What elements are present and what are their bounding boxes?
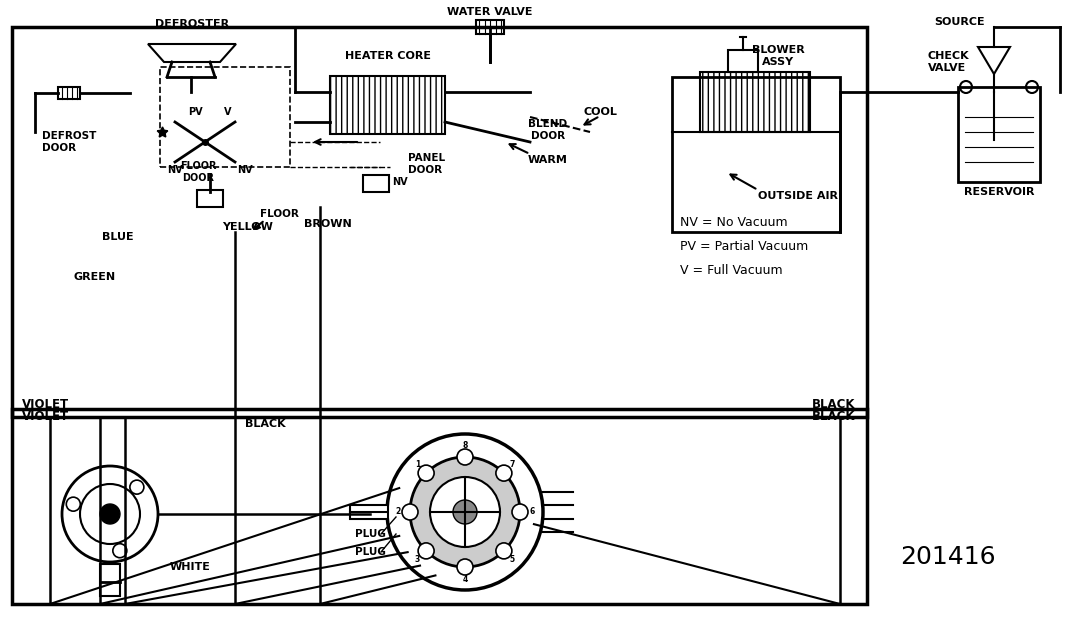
Circle shape bbox=[402, 504, 418, 520]
Text: GREEN: GREEN bbox=[74, 272, 116, 282]
Text: 7: 7 bbox=[509, 460, 515, 469]
Text: SOURCE: SOURCE bbox=[935, 17, 985, 27]
Text: HEATER CORE: HEATER CORE bbox=[345, 51, 431, 61]
Text: BLEND
DOOR: BLEND DOOR bbox=[529, 119, 568, 141]
Bar bbox=[476, 20, 504, 34]
Text: NV: NV bbox=[237, 165, 253, 175]
Text: NV: NV bbox=[392, 177, 408, 187]
Text: OUTSIDE AIR: OUTSIDE AIR bbox=[758, 191, 838, 201]
Circle shape bbox=[430, 477, 501, 547]
Circle shape bbox=[453, 500, 477, 524]
Bar bbox=[101, 564, 120, 596]
Bar bbox=[350, 505, 388, 519]
Circle shape bbox=[410, 457, 520, 567]
Circle shape bbox=[496, 465, 512, 481]
Text: WHITE: WHITE bbox=[170, 562, 211, 572]
Text: NV: NV bbox=[168, 165, 183, 175]
Text: 8: 8 bbox=[463, 440, 468, 450]
Circle shape bbox=[418, 465, 435, 481]
Text: BLOWER
ASSY: BLOWER ASSY bbox=[751, 45, 804, 67]
Text: V: V bbox=[224, 107, 231, 117]
Circle shape bbox=[101, 504, 120, 524]
Text: NV = No Vacuum: NV = No Vacuum bbox=[680, 215, 788, 228]
Text: BLUE: BLUE bbox=[103, 232, 134, 242]
Text: PV = Partial Vacuum: PV = Partial Vacuum bbox=[680, 239, 809, 253]
Text: PANEL
DOOR: PANEL DOOR bbox=[408, 153, 445, 175]
Bar bbox=[700, 72, 810, 132]
Circle shape bbox=[418, 543, 435, 559]
Bar bbox=[197, 190, 223, 207]
Text: BLACK: BLACK bbox=[244, 419, 285, 429]
Bar bbox=[958, 87, 1040, 182]
Text: 201416: 201416 bbox=[900, 545, 996, 569]
Circle shape bbox=[496, 543, 512, 559]
Bar bbox=[728, 50, 758, 72]
Bar bbox=[672, 77, 840, 232]
Circle shape bbox=[457, 449, 473, 465]
Bar bbox=[12, 27, 867, 417]
Bar bbox=[12, 409, 867, 604]
Text: BROWN: BROWN bbox=[304, 219, 352, 229]
Text: RESERVOIR: RESERVOIR bbox=[964, 187, 1035, 197]
Text: FLOOR: FLOOR bbox=[261, 209, 298, 219]
Text: WATER VALVE: WATER VALVE bbox=[448, 7, 533, 17]
Circle shape bbox=[512, 504, 528, 520]
Circle shape bbox=[457, 559, 473, 575]
Text: PLUG: PLUG bbox=[355, 529, 386, 539]
Bar bbox=[363, 175, 389, 192]
Text: 2: 2 bbox=[396, 508, 401, 516]
Bar bbox=[160, 67, 290, 167]
Text: VIOLET: VIOLET bbox=[22, 397, 69, 411]
Text: 6: 6 bbox=[530, 508, 535, 516]
Text: DEFROSTER: DEFROSTER bbox=[155, 19, 229, 29]
Text: PV: PV bbox=[188, 107, 202, 117]
Text: 5: 5 bbox=[510, 555, 515, 564]
Text: CHECK
VALVE: CHECK VALVE bbox=[927, 51, 970, 73]
Text: V = Full Vacuum: V = Full Vacuum bbox=[680, 264, 783, 277]
Text: BLACK: BLACK bbox=[812, 411, 855, 424]
Text: BLACK: BLACK bbox=[812, 397, 855, 411]
Bar bbox=[330, 76, 445, 134]
Text: DEFROST
DOOR: DEFROST DOOR bbox=[42, 131, 96, 153]
Text: WARM: WARM bbox=[528, 155, 568, 165]
Text: 3: 3 bbox=[415, 555, 421, 564]
Text: VIOLET: VIOLET bbox=[22, 411, 69, 424]
Bar bbox=[58, 87, 80, 99]
Text: PLUG: PLUG bbox=[355, 547, 386, 557]
Text: 4: 4 bbox=[463, 575, 468, 583]
Text: FLOOR
DOOR: FLOOR DOOR bbox=[179, 161, 216, 183]
Text: COOL: COOL bbox=[583, 107, 617, 117]
Text: 1: 1 bbox=[415, 460, 421, 469]
Text: YELLOW: YELLOW bbox=[223, 222, 273, 232]
